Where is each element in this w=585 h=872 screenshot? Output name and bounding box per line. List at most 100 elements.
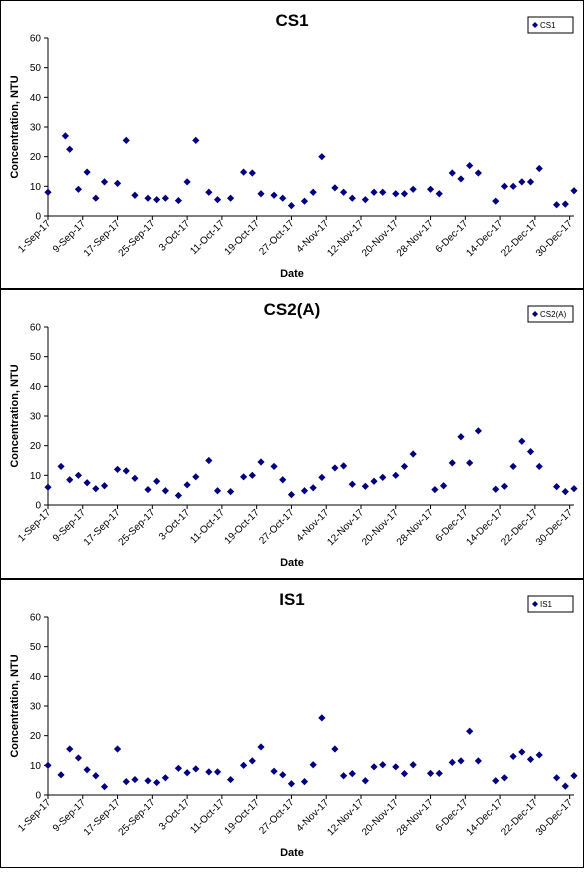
data-point (66, 145, 74, 153)
data-point (448, 169, 456, 177)
chart-panel-cs1: CS1 0 10 20 30 40 50 60 1-Sep-17 9-Sep-17 17-Sep-1… (0, 0, 584, 289)
data-point (526, 178, 535, 186)
data-point (92, 194, 100, 202)
x-tick-label: 12-Nov-17 (325, 507, 366, 548)
legend-marker (532, 601, 538, 607)
data-point (153, 196, 161, 204)
y-axis-label: Concentration, NTU (9, 654, 21, 757)
data-point (348, 194, 356, 202)
data-point (300, 778, 309, 786)
data-point (270, 191, 278, 199)
x-tick-label: 20-Nov-17 (360, 507, 401, 548)
data-point (100, 482, 109, 490)
y-tick-label: 20 (30, 441, 42, 452)
y-tick-label: 10 (30, 471, 42, 482)
data-point (361, 196, 369, 204)
y-tick-label: 40 (30, 93, 42, 104)
data-point (331, 184, 339, 192)
chart-cs2a: CS2(A)01020304050601-Sep-179-Sep-1717-Se… (9, 300, 578, 569)
legend-box (527, 16, 574, 34)
data-point (409, 450, 417, 458)
x-tick-label: 27-Oct-17 (257, 797, 297, 837)
data-point (270, 462, 278, 471)
data-point (287, 780, 296, 788)
data-point (66, 745, 74, 753)
data-point (192, 473, 200, 481)
data-point (400, 770, 409, 778)
data-point (57, 771, 65, 779)
x-tick-label: 20-Nov-17 (360, 797, 401, 838)
y-tick-label: 30 (30, 412, 42, 423)
legend: CS2(A) (527, 305, 574, 323)
data-point (439, 482, 448, 490)
x-axis-label: Date (280, 847, 304, 859)
data-point (435, 190, 443, 198)
data-point (379, 473, 387, 482)
data-point (466, 161, 474, 170)
legend: CS1 (527, 16, 574, 34)
data-point (92, 772, 100, 780)
data-point (370, 477, 378, 485)
x-tick-label: 22-Dec-17 (499, 507, 540, 548)
data-point (409, 185, 417, 193)
y-tick-label: 50 (30, 63, 42, 74)
data-point (205, 456, 213, 465)
x-tick-label: 28-Nov-17 (395, 507, 436, 548)
data-point (144, 777, 152, 785)
x-tick-label: 25-Sep-17 (117, 507, 158, 548)
data-point (466, 727, 474, 735)
data-point (518, 178, 526, 186)
data-point (153, 477, 161, 485)
data-point (509, 182, 517, 190)
data-point (553, 774, 561, 782)
data-point (153, 778, 161, 787)
data-point (561, 488, 569, 496)
data-point (526, 448, 535, 456)
data-point (122, 136, 130, 144)
data-point (331, 464, 339, 472)
data-point (518, 437, 526, 445)
x-tick-label: 11-Oct-17 (188, 507, 227, 546)
data-point (492, 777, 500, 785)
data-point (257, 190, 265, 198)
data-point (74, 185, 83, 193)
x-tick-label: 28-Nov-17 (395, 797, 436, 838)
data-point (318, 714, 326, 722)
data-point (340, 772, 348, 780)
data-point (174, 491, 183, 500)
legend-label: IS1 (540, 600, 553, 609)
data-point (83, 479, 91, 487)
y-tick-label: 0 (35, 501, 41, 512)
data-point (392, 763, 400, 771)
data-point (300, 197, 309, 205)
data-point (553, 201, 561, 209)
data-point (100, 783, 109, 791)
data-point (226, 194, 235, 202)
data-point (61, 132, 69, 140)
data-point (535, 462, 543, 471)
data-point (174, 764, 183, 772)
data-point (287, 202, 296, 210)
x-tick-label: 25-Sep-17 (117, 797, 158, 838)
data-point (309, 761, 317, 769)
data-point (561, 200, 569, 208)
y-tick-label: 10 (30, 761, 42, 772)
data-point (400, 190, 409, 198)
data-point (83, 168, 91, 176)
y-tick-label: 40 (30, 672, 42, 683)
x-tick-label: 17-Sep-17 (82, 507, 123, 548)
x-tick-label: 1-Sep-17 (16, 507, 53, 544)
data-point (500, 774, 509, 782)
data-point (279, 194, 287, 202)
y-tick-label: 0 (35, 791, 41, 802)
data-point (570, 772, 578, 780)
x-tick-label: 30-Dec-17 (534, 507, 575, 548)
data-point (240, 168, 248, 176)
data-point (435, 769, 443, 777)
x-tick-label: 22-Dec-17 (499, 797, 540, 838)
data-point (279, 476, 287, 484)
chart-is1: IS101020304050601-Sep-179-Sep-1717-Sep-1… (9, 590, 578, 859)
x-tick-label: 20-Nov-17 (360, 218, 401, 259)
y-axis-label: Concentration, NTU (9, 75, 21, 178)
x-tick-label: 11-Oct-17 (188, 797, 227, 836)
